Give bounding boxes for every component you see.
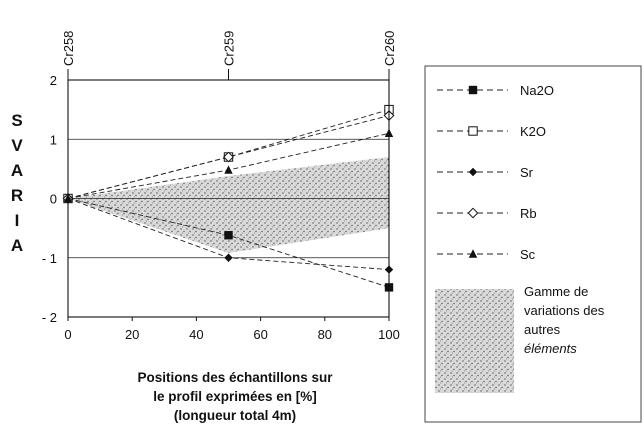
x-tick-label-3: 60	[253, 327, 267, 342]
legend-label-sr: Sr	[520, 165, 534, 180]
x-axis-label: Positions des échantillons sur le profil…	[70, 368, 400, 425]
y-tick-label-2: 0	[50, 192, 57, 207]
legend-range-label: Gamme de variations des autres éléments	[524, 282, 640, 358]
x-tick-label-0: 0	[64, 327, 71, 342]
y-tick-label-4: 2	[50, 73, 57, 88]
legend-marker-sc	[468, 249, 478, 258]
legend-range-swatch	[435, 289, 514, 393]
grid-layer	[68, 79, 389, 318]
legend-range-line-1: Gamme de	[524, 284, 589, 299]
legend-range-line-3: autres	[524, 322, 561, 337]
legend-marker-na2o	[468, 85, 478, 95]
x-axis-label-line-1: Positions des échantillons sur	[137, 370, 333, 385]
series-line-rb	[67, 115, 390, 199]
x-axis-label-line-2: le profil exprimées en [%]	[153, 389, 317, 404]
legend-marker-k2o	[468, 126, 478, 136]
legend-label-k2o: K2O	[520, 124, 546, 139]
top-label-2: Cr260	[382, 31, 397, 66]
legend-range-line-2: variations des	[524, 303, 605, 318]
point-sc-1	[224, 165, 233, 174]
y-axis-letter-5: A	[11, 236, 23, 255]
x-axis-label-line-3: (longueur total 4m)	[173, 408, 297, 423]
y-axis-letter-2: A	[11, 161, 23, 180]
y-axis-letter-0: S	[11, 111, 22, 130]
y-tick-label-0: - 2	[42, 310, 57, 325]
legend-marker-sr	[468, 167, 478, 177]
range-band-layer	[68, 157, 389, 254]
legend-marker-rb	[467, 207, 479, 219]
legend: Na2O K2O Sr Rb Sc	[424, 65, 642, 423]
y-tick-label-3: 1	[50, 132, 57, 147]
x-tick-label-2: 40	[189, 327, 203, 342]
x-tick-label-4: 80	[318, 327, 332, 342]
legend-range-line-4: éléments	[524, 341, 577, 356]
range-band-area	[68, 157, 389, 254]
point-na2o-1	[224, 231, 233, 240]
y-axis-letter-1: V	[11, 136, 23, 155]
point-rb-1	[223, 151, 234, 163]
x-tick-label-1: 20	[125, 327, 139, 342]
top-label-1: Cr259	[222, 31, 237, 66]
point-sr-1	[224, 253, 233, 262]
top-label-0: Cr258	[61, 31, 76, 66]
y-axis-letter-4: I	[15, 211, 20, 230]
y-tick-label-1: - 1	[42, 251, 57, 266]
legend-label-rb: Rb	[520, 206, 537, 221]
legend-label-sc: Sc	[520, 247, 536, 262]
legend-label-na2o: Na2O	[520, 83, 554, 98]
y-axis-letter-3: R	[11, 186, 23, 205]
x-tick-label-5: 100	[378, 327, 400, 342]
